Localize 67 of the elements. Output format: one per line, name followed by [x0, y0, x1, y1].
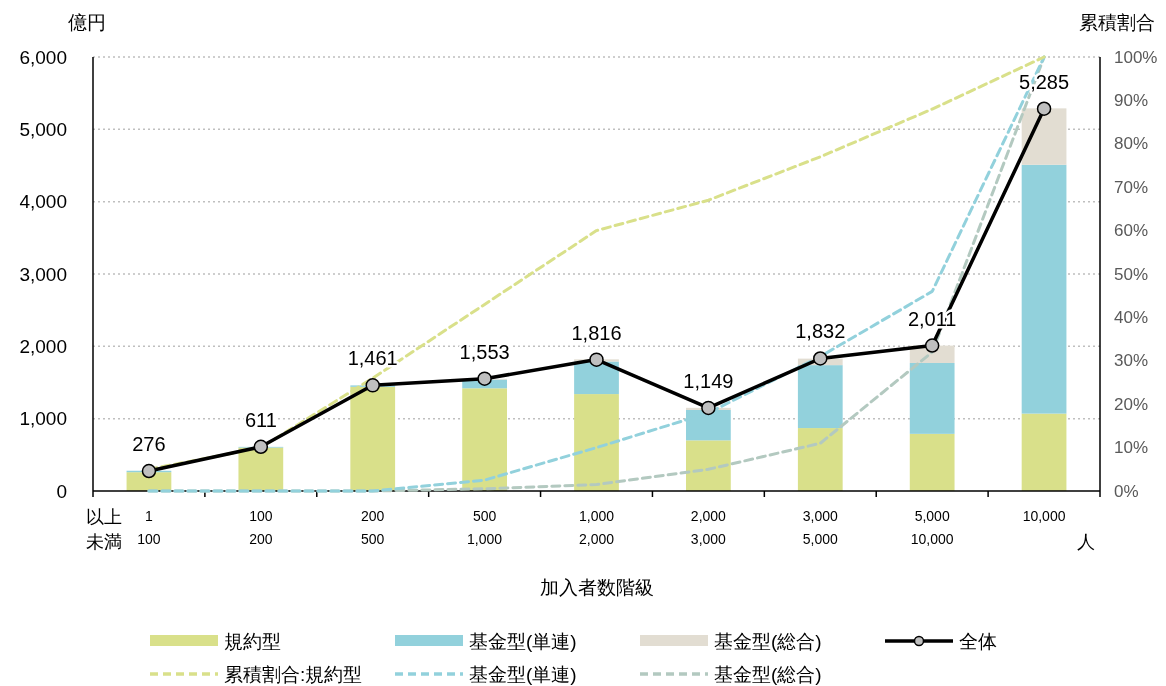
y2-tick-label: 10%: [1114, 438, 1149, 458]
y-tick-label: 5,000: [19, 118, 67, 140]
y-tick-label: 2,000: [19, 335, 67, 357]
legend-label: 規約型: [224, 631, 281, 652]
y-tick-label: 0: [56, 480, 67, 502]
data-label: 1,553: [459, 340, 510, 363]
legend-label: 全体: [959, 631, 997, 652]
y2-tick-label: 80%: [1114, 134, 1149, 154]
data-label: 1,149: [683, 369, 734, 392]
text: 以上: [86, 507, 122, 527]
y2-tick-label: 30%: [1114, 351, 1149, 371]
point: [589, 352, 604, 367]
point: [477, 371, 492, 386]
y-tick-label: 1,000: [19, 408, 67, 430]
y2-tick-label: 70%: [1114, 177, 1149, 197]
x-tick-label: 500 1,000: [467, 508, 503, 547]
y2-tick-label: 100%: [1114, 47, 1158, 67]
x-tick-label: 200 500: [361, 508, 385, 547]
bar: [1021, 164, 1067, 414]
x-tick-label: 3,000 5,000: [802, 508, 838, 547]
bar: [686, 440, 731, 491]
text: 未満: [86, 532, 122, 552]
point: [253, 439, 269, 455]
point: [924, 338, 940, 353]
x-axis-title: 加入者数階級: [539, 577, 654, 598]
x-tick-label: 100 200: [249, 508, 273, 547]
x-tick-label: 1,000 2,000: [578, 508, 615, 547]
bar: [909, 433, 955, 491]
legend-label: 基金型(総合): [714, 664, 822, 685]
bar: [909, 362, 955, 434]
bar: [797, 365, 843, 429]
point: [701, 400, 716, 416]
y-tick-label: 4,000: [19, 191, 67, 213]
y-axis-title: 億円: [68, 12, 106, 33]
data-label: 1,461: [347, 347, 398, 370]
point: [365, 378, 380, 393]
y2-tick-label: 50%: [1114, 264, 1149, 284]
x-tick-label: 2,000 3,000: [690, 508, 727, 547]
y2-tick-label: 20%: [1114, 394, 1149, 414]
x-tick-label: 10,000: [1022, 508, 1066, 524]
y2-axis-title: 累積割合: [1079, 12, 1155, 33]
bar: [797, 428, 843, 491]
y2-tick-label: 0%: [1114, 481, 1139, 501]
text: 人: [1077, 532, 1095, 552]
data-label: 611: [244, 408, 277, 431]
bar: [1021, 413, 1067, 491]
y2-tick-label: 90%: [1114, 90, 1149, 110]
x-tick-label: 1 100: [137, 508, 161, 547]
y2-tick-label: 40%: [1114, 307, 1149, 327]
y2-tick-label: 60%: [1114, 221, 1149, 241]
bar: [686, 409, 731, 441]
bar: [574, 394, 619, 491]
point: [813, 351, 828, 366]
point: [1036, 101, 1052, 116]
y-tick-label: 6,000: [19, 46, 67, 68]
x-tick-label: 5,000 10,000: [910, 508, 954, 547]
legend-label: 基金型(単連): [469, 631, 577, 652]
bar: [462, 388, 507, 491]
data-label: 276: [132, 433, 166, 456]
data-label: 1,816: [571, 321, 622, 344]
legend-label: 累積割合:規約型: [224, 664, 363, 685]
data-label: 1,832: [795, 320, 846, 343]
data-label: 5,285: [1019, 70, 1070, 93]
legend-label: 基金型(単連): [469, 664, 577, 685]
legend-label: 基金型(総合): [714, 631, 822, 652]
point: [141, 463, 157, 479]
y-tick-label: 3,000: [19, 263, 67, 285]
